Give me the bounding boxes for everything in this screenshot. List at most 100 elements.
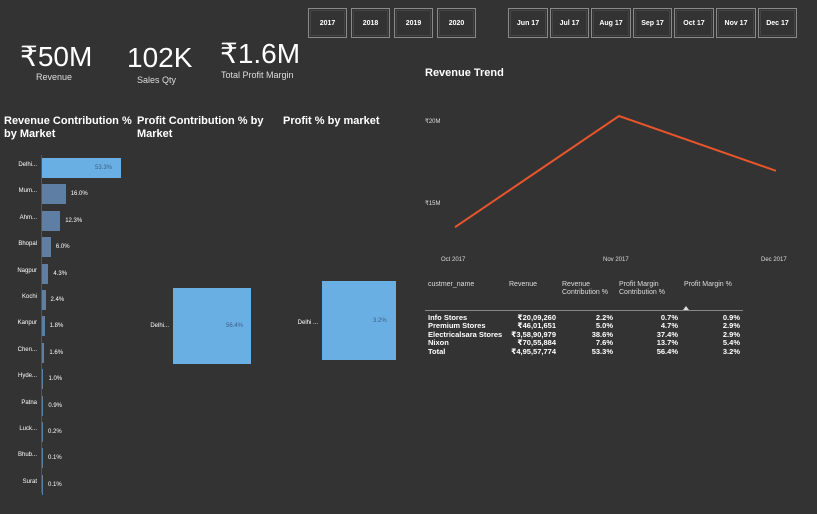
table-cell: ₹70,55,884 xyxy=(517,338,556,348)
bar-category-label: Nagpur xyxy=(17,267,37,274)
table-cell: 2.2% xyxy=(595,313,613,322)
table-cell: ₹20,09,260 xyxy=(517,313,556,322)
revenue-trend-series-line xyxy=(454,114,777,229)
bar-category-label: Patna xyxy=(21,399,37,406)
table-header-profit-margin-contribution[interactable]: Profit Margin Contribution % xyxy=(619,281,665,296)
kpi-revenue-value: ₹50M xyxy=(20,41,93,72)
revenue-trend-title: Revenue Trend xyxy=(425,67,504,79)
revenue-contribution-bar[interactable] xyxy=(42,316,45,337)
x-tick-label: Dec 2017 xyxy=(761,257,787,263)
bar-category-label: Ahm... xyxy=(19,214,37,221)
table-cell: 2.9% xyxy=(722,329,740,339)
month-button-aug[interactable]: Aug 17 xyxy=(591,8,631,38)
bar-value-label: 1.6% xyxy=(49,349,64,356)
year-button-2019[interactable]: 2019 xyxy=(394,8,433,38)
month-button-sep[interactable]: Sep 17 xyxy=(633,8,672,38)
table-cell: 0.7% xyxy=(660,313,678,322)
month-button-jul[interactable]: Jul 17 xyxy=(550,8,589,38)
bar-value-label: 6.0% xyxy=(55,244,70,251)
table-cell: Info Stores xyxy=(428,313,468,322)
table-cell: Total xyxy=(428,346,446,356)
revenue-contribution-bar[interactable] xyxy=(42,395,44,416)
year-button-2020[interactable]: 2020 xyxy=(437,8,476,38)
bar-category-label: Surat xyxy=(22,478,37,485)
table-cell: ₹3,58,90,979 xyxy=(511,329,556,339)
bar-category-label: Bhopal xyxy=(18,241,37,248)
bar-category-label: Bhub... xyxy=(17,452,37,459)
bar-category-label: Kanpur xyxy=(17,320,37,327)
table-cell: 5.4% xyxy=(722,338,740,348)
revenue-contribution-bar[interactable] xyxy=(42,184,66,205)
table-cell: 4.7% xyxy=(660,321,678,331)
revenue-contribution-bar[interactable] xyxy=(42,263,49,284)
table-header-divider xyxy=(425,310,743,311)
revenue-contribution-bar[interactable] xyxy=(42,158,121,178)
bar-category-label: Hyde... xyxy=(17,373,37,380)
profit-contribution-bar[interactable] xyxy=(173,288,251,364)
bar-category-label: Luck... xyxy=(19,426,37,432)
bar-category-label: Delhi... xyxy=(18,162,37,168)
x-tick-label: Oct 2017 xyxy=(441,257,466,263)
revenue-contribution-bar[interactable] xyxy=(42,342,45,363)
sort-ascending-icon[interactable] xyxy=(683,306,689,310)
bar-value-label: 53.3% xyxy=(95,165,113,171)
kpi-sales-qty-label: Sales Qty xyxy=(137,75,177,85)
kpi-profit-margin-value: ₹1.6M xyxy=(220,38,301,69)
bar-value-label: 0.1% xyxy=(48,481,62,488)
bar-value-label: 1.8% xyxy=(49,323,64,330)
profit-pct-category: Delhi ... xyxy=(297,320,318,326)
month-button-jun[interactable]: Jun 17 xyxy=(508,8,548,38)
kpi-profit-margin-label: Total Profit Margin xyxy=(221,70,294,80)
y-tick-label: ₹20M xyxy=(425,119,441,125)
profit-contribution-value: 56.4% xyxy=(226,323,244,329)
table-cell: 5.0% xyxy=(595,321,613,331)
table-cell: Premium Stores xyxy=(428,321,486,331)
bar-value-label: 0.2% xyxy=(48,429,62,435)
x-tick-label: Nov 2017 xyxy=(603,257,629,263)
revenue-contribution-bar[interactable] xyxy=(42,210,61,231)
bar-value-label: 4.3% xyxy=(53,270,68,277)
kpi-sales-qty-value: 102K xyxy=(127,42,193,73)
bar-value-label: 2.4% xyxy=(50,297,65,303)
month-button-oct[interactable]: Oct 17 xyxy=(674,8,714,38)
bar-category-label: Chen... xyxy=(17,346,37,353)
table-cell: 0.9% xyxy=(722,313,740,322)
table-cell: 37.4% xyxy=(656,329,678,339)
table-header-customer[interactable]: custmer_name xyxy=(428,281,475,288)
month-button-nov[interactable]: Nov 17 xyxy=(716,8,756,38)
bar-category-label: Kochi xyxy=(21,294,37,300)
year-button-2017[interactable]: 2017 xyxy=(308,8,347,38)
revenue-contribution-bar[interactable] xyxy=(42,369,44,390)
table-cell: 3.2% xyxy=(722,346,740,356)
table-cell: 2.9% xyxy=(722,321,740,331)
revenue-contribution-bar[interactable] xyxy=(42,448,43,469)
bar-value-label: 16.0% xyxy=(70,191,88,198)
profit-pct-bar[interactable] xyxy=(322,281,396,360)
profit-pct-value: 3.2% xyxy=(373,318,387,324)
table-cell: ₹4,95,57,774 xyxy=(511,346,556,356)
revenue-contribution-bar[interactable] xyxy=(42,474,43,495)
profit-pct-title: Profit % by market xyxy=(283,115,380,127)
table-header-revenue[interactable]: Revenue xyxy=(509,281,538,288)
year-button-2018[interactable]: 2018 xyxy=(351,8,390,38)
revenue-contribution-bar[interactable] xyxy=(42,237,51,258)
table-header-revenue-contribution[interactable]: Revenue Contribution % xyxy=(562,281,608,296)
table-header-profit-margin-pct[interactable]: Profit Margin % xyxy=(684,281,732,288)
profit-contribution-title: Profit Contribution % by Market xyxy=(137,115,264,140)
table-cell: Electricalsara Stores xyxy=(428,329,503,339)
table-cell: 7.6% xyxy=(595,338,613,348)
bar-value-label: 12.3% xyxy=(65,217,83,224)
bar-value-label: 1.0% xyxy=(48,376,63,383)
revenue-contribution-bar[interactable] xyxy=(42,422,43,442)
bar-value-label: 0.9% xyxy=(48,402,63,409)
month-button-dec[interactable]: Dec 17 xyxy=(758,8,797,38)
table-cell: 56.4% xyxy=(656,346,678,356)
table-cell: 53.3% xyxy=(591,346,613,356)
revenue-contribution-axis xyxy=(41,155,42,493)
table-cell: Nixon xyxy=(428,338,449,348)
revenue-contribution-title: Revenue Contribution % by Market xyxy=(4,115,132,140)
revenue-contribution-bar[interactable] xyxy=(42,290,46,310)
bar-value-label: 0.1% xyxy=(48,455,62,462)
bar-category-label: Mum... xyxy=(18,188,37,195)
